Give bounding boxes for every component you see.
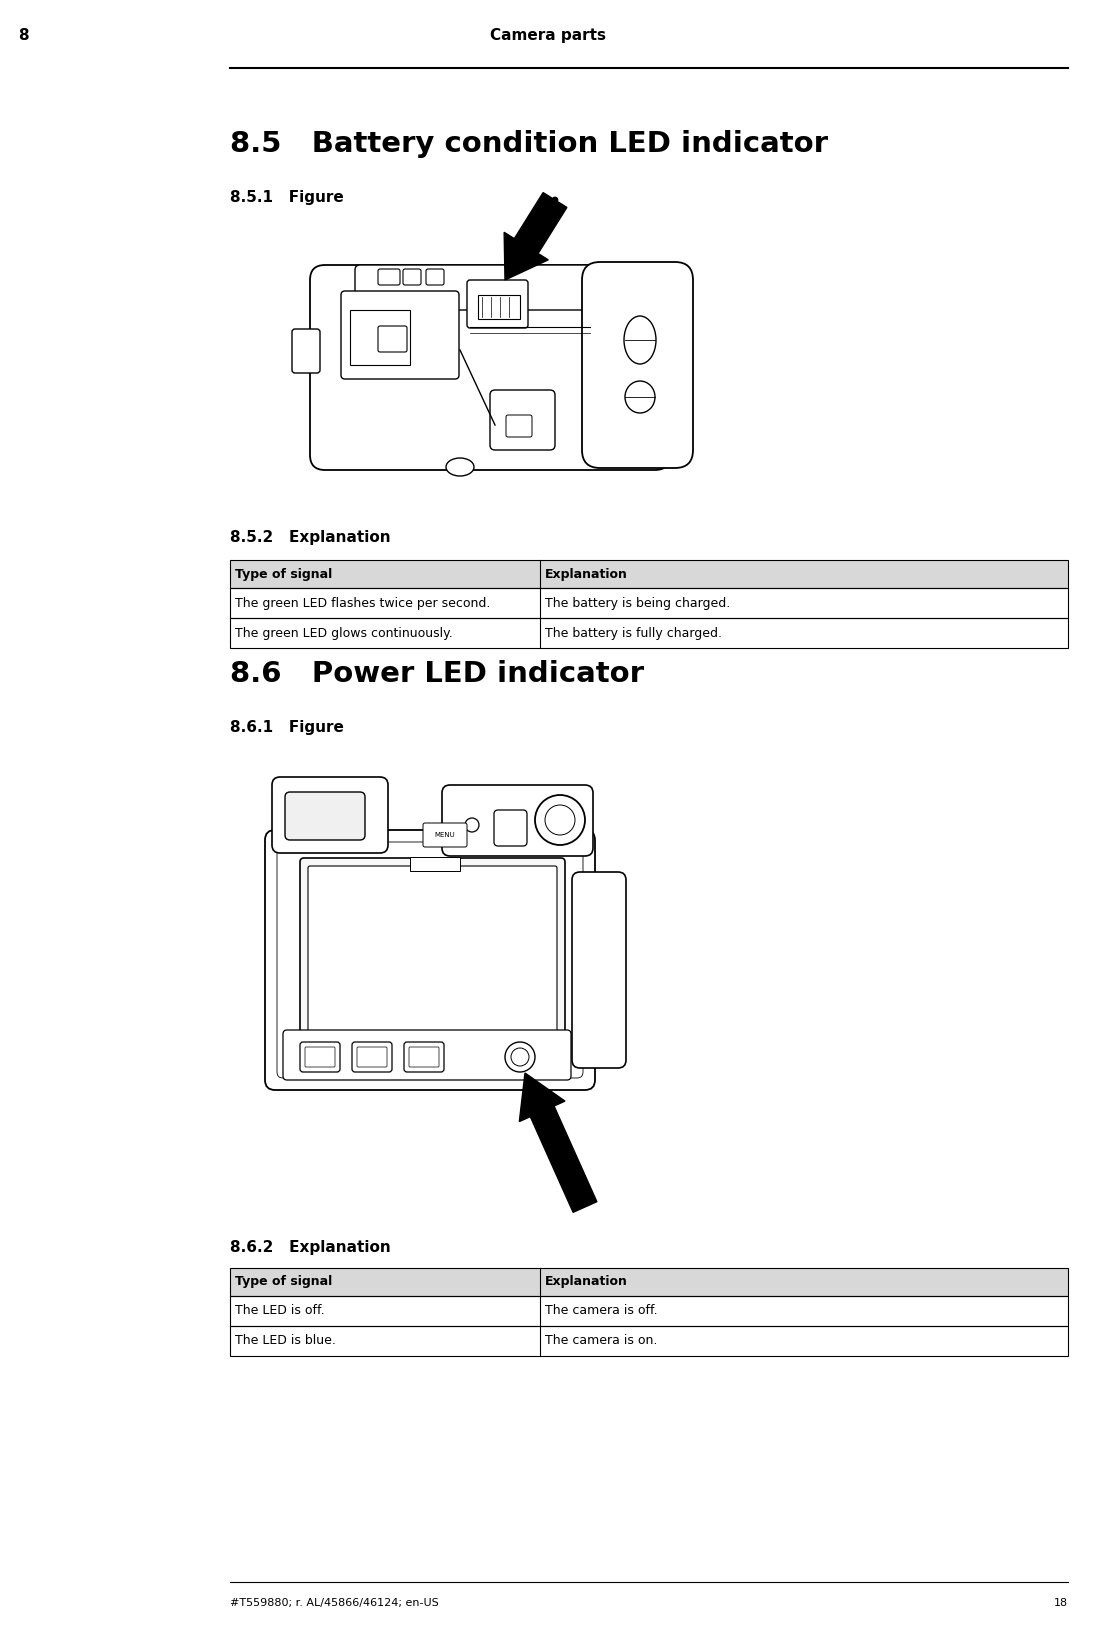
Text: Explanation: Explanation [545,567,628,580]
FancyBboxPatch shape [423,824,467,846]
Text: The camera is off.: The camera is off. [545,1304,658,1317]
FancyBboxPatch shape [572,873,626,1069]
Ellipse shape [446,458,473,475]
Text: MENU: MENU [435,832,455,838]
FancyBboxPatch shape [300,858,566,1039]
FancyBboxPatch shape [272,778,388,853]
Text: Camera parts: Camera parts [490,28,606,42]
Text: Type of signal: Type of signal [235,1276,332,1289]
Polygon shape [514,193,567,253]
Ellipse shape [535,796,585,845]
Text: #T559880; r. AL/45866/46124; en-US: #T559880; r. AL/45866/46124; en-US [230,1598,438,1608]
Polygon shape [504,232,548,279]
Text: 8.5   Battery condition LED indicator: 8.5 Battery condition LED indicator [230,131,827,158]
FancyBboxPatch shape [265,830,595,1090]
FancyBboxPatch shape [582,261,693,467]
Text: The LED is off.: The LED is off. [235,1304,324,1317]
Bar [410,856,460,871]
Text: The camera is on.: The camera is on. [545,1335,658,1348]
Bar [230,1296,1068,1327]
FancyBboxPatch shape [442,784,593,856]
FancyBboxPatch shape [285,792,365,840]
Circle shape [505,1042,535,1072]
FancyBboxPatch shape [490,391,555,449]
FancyBboxPatch shape [378,270,400,284]
Bar [230,1327,1068,1356]
Bar [230,618,1068,649]
Bar [230,588,1068,618]
FancyBboxPatch shape [494,810,527,846]
Text: The green LED glows continuously.: The green LED glows continuously. [235,626,453,639]
FancyBboxPatch shape [403,270,421,284]
Text: 8.6.2   Explanation: 8.6.2 Explanation [230,1240,391,1255]
Text: 8.5.1   Figure: 8.5.1 Figure [230,190,344,204]
Circle shape [465,819,479,832]
Text: The green LED flashes twice per second.: The green LED flashes twice per second. [235,596,490,609]
Text: The battery is fully charged.: The battery is fully charged. [545,626,722,639]
Text: 8.6   Power LED indicator: 8.6 Power LED indicator [230,660,644,688]
FancyBboxPatch shape [355,265,595,310]
Text: The battery is being charged.: The battery is being charged. [545,596,730,609]
Bar [350,310,410,364]
Text: Type of signal: Type of signal [235,567,332,580]
Text: 8: 8 [18,28,28,42]
FancyBboxPatch shape [467,279,528,328]
FancyBboxPatch shape [308,866,557,1033]
Bar [230,1268,1068,1296]
Text: 8.5.2   Explanation: 8.5.2 Explanation [230,529,390,546]
Bar [478,296,520,319]
Polygon shape [530,1106,597,1212]
Text: 18: 18 [1054,1598,1068,1608]
Text: 8.6.1   Figure: 8.6.1 Figure [230,721,344,735]
FancyBboxPatch shape [426,270,444,284]
Text: Explanation: Explanation [545,1276,628,1289]
FancyBboxPatch shape [283,1029,571,1080]
Text: The LED is blue.: The LED is blue. [235,1335,335,1348]
Bar [230,560,1068,588]
FancyBboxPatch shape [341,291,459,379]
FancyBboxPatch shape [292,328,320,373]
Polygon shape [520,1074,564,1121]
